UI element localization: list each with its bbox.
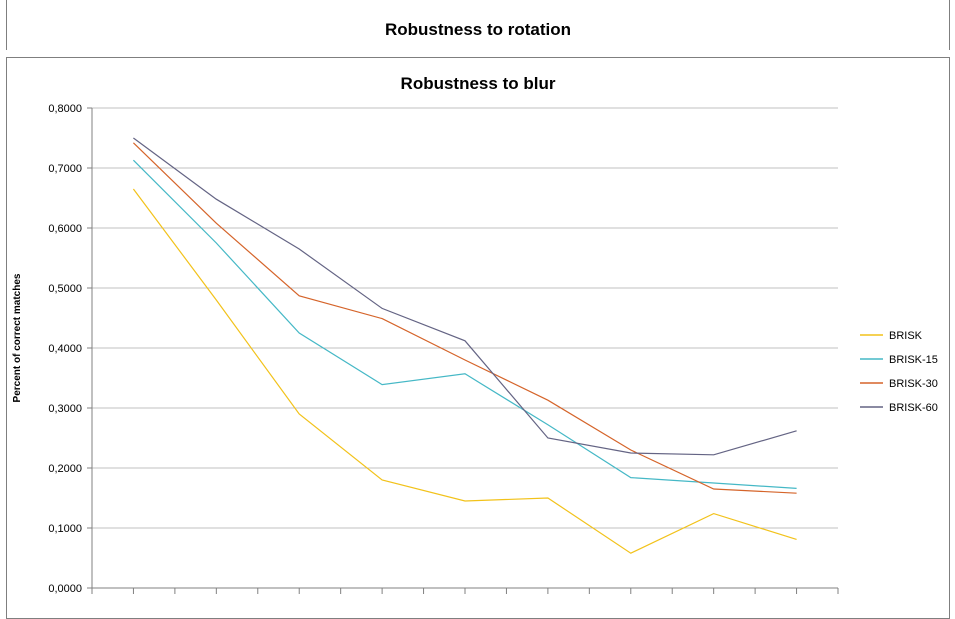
series-line-brisk-60 xyxy=(133,137,797,456)
series-lines xyxy=(132,137,797,554)
y-tick-labels: 0,0000 0,1000 0,2000 0,3000 0,4000 0,5000 0,60… xyxy=(48,103,82,595)
y-tick-label: 0,5000 xyxy=(48,283,82,295)
y-tick-label: 0,4000 xyxy=(48,343,82,355)
legend-label-brisk-15: BRISK-15 xyxy=(889,354,938,366)
gridlines xyxy=(92,107,838,529)
y-tick-label: 0,2000 xyxy=(48,463,82,475)
legend-label-brisk-60: BRISK-60 xyxy=(889,402,938,414)
back-chart-title: Robustness to rotation xyxy=(384,20,572,39)
legend-label-brisk: BRISK xyxy=(889,330,923,342)
y-tick-label: 0,0000 xyxy=(48,583,82,595)
y-axis-label: Percent of correct matches xyxy=(12,273,23,402)
y-tick-label: 0,8000 xyxy=(48,103,82,115)
series-line-brisk-15 xyxy=(132,159,797,489)
legend: BRISK BRISK-15 BRISK-30 BRISK-60 xyxy=(860,330,938,414)
y-tick-label: 0,6000 xyxy=(48,223,82,235)
y-tick-label: 0,7000 xyxy=(48,163,82,175)
series-line-brisk-30 xyxy=(132,142,797,494)
series-line-brisk xyxy=(132,188,797,554)
chart-title: Robustness to blur xyxy=(400,74,556,93)
x-tick-marks xyxy=(91,588,839,594)
y-tick-label: 0,3000 xyxy=(48,403,82,415)
y-tick-label: 0,1000 xyxy=(48,523,82,535)
legend-label-brisk-30: BRISK-30 xyxy=(889,378,938,390)
back-chart-panel: Robustness to rotation xyxy=(6,0,950,50)
chart-panel: Robustness to blur xyxy=(6,57,950,619)
line-chart: 0,0000 0,1000 0,2000 0,3000 0,4000 0,5000 0,60… xyxy=(12,103,938,595)
